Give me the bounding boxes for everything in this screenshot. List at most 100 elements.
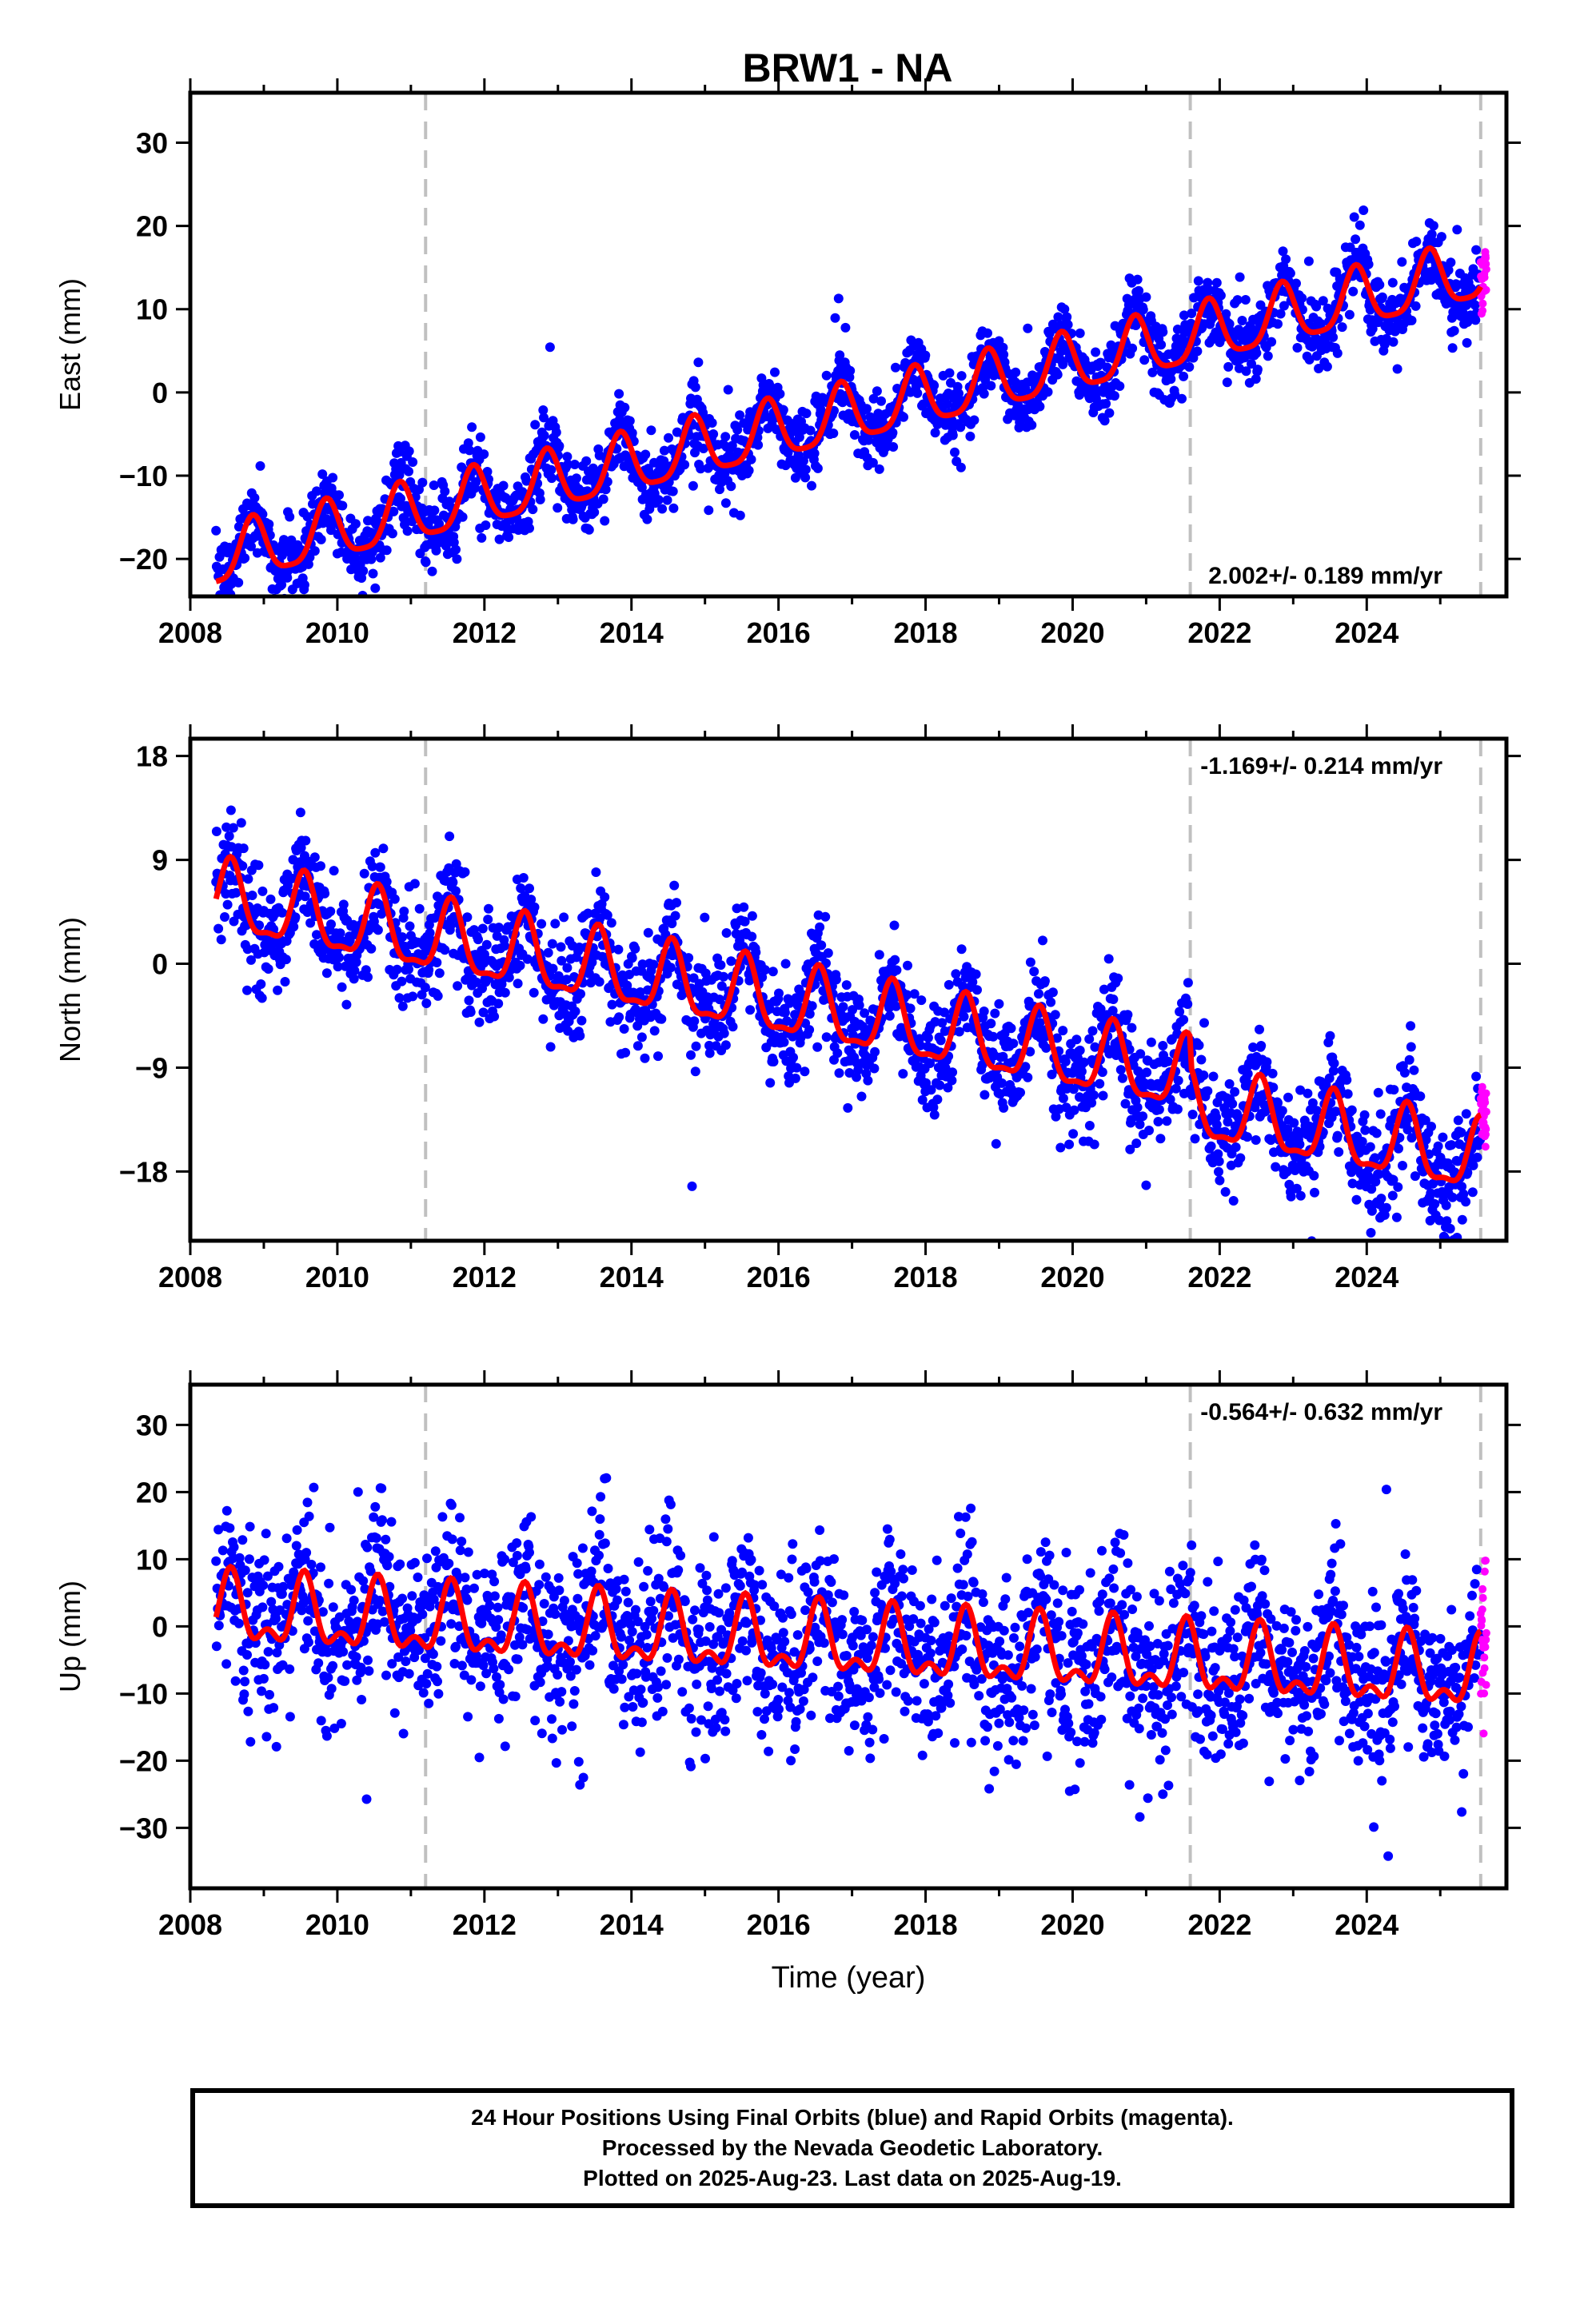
data-point [1023, 1073, 1032, 1082]
data-point [1118, 1074, 1127, 1083]
data-point [501, 988, 510, 998]
data-point [405, 446, 414, 456]
x-tick-label: 2022 [1187, 1261, 1251, 1294]
data-point [424, 1699, 433, 1708]
data-point [1015, 1088, 1025, 1098]
data-point [770, 368, 780, 377]
data-point [620, 1024, 629, 1034]
data-point [376, 863, 385, 872]
data-point [720, 432, 730, 441]
rapid-point [1482, 286, 1490, 294]
data-point [1133, 275, 1143, 285]
x-tick-label: 2018 [894, 616, 958, 649]
data-point [571, 1007, 581, 1016]
data-point [983, 329, 992, 338]
data-point [225, 831, 234, 841]
data-point [1281, 254, 1291, 264]
data-point [237, 1535, 247, 1545]
x-tick-label: 2014 [600, 1261, 664, 1294]
data-point [816, 940, 826, 950]
data-point [285, 1712, 295, 1721]
data-point [633, 1041, 643, 1050]
data-point [261, 1529, 271, 1538]
data-point [828, 429, 838, 438]
data-point [433, 1689, 443, 1699]
data-point [334, 953, 344, 963]
data-point [812, 1042, 822, 1052]
data-point [328, 1661, 337, 1671]
data-point [600, 892, 609, 902]
data-point [1470, 301, 1480, 310]
data-point [1058, 1026, 1067, 1035]
rapid-point [1478, 307, 1486, 315]
data-point [404, 965, 413, 975]
data-point [768, 967, 778, 976]
data-point [366, 944, 376, 954]
data-point [363, 1656, 373, 1665]
y-tick-label: 18 [136, 740, 168, 773]
data-point [274, 1562, 284, 1572]
data-point [1411, 301, 1421, 311]
data-point [570, 460, 580, 469]
data-point [1051, 1010, 1060, 1019]
data-point [689, 1016, 699, 1026]
data-point [339, 899, 349, 909]
data-point [484, 904, 493, 914]
data-point [960, 1012, 969, 1022]
rapid-point [1482, 1125, 1490, 1133]
rapid-point [1481, 273, 1489, 281]
data-point [1326, 1031, 1335, 1041]
data-point [1323, 362, 1332, 372]
data-point [1235, 1154, 1245, 1163]
data-point [382, 1561, 392, 1570]
data-point [912, 389, 922, 398]
data-point [1452, 225, 1462, 234]
data-point [1338, 322, 1347, 332]
data-point [1223, 377, 1232, 387]
data-point [1091, 348, 1100, 357]
data-point [680, 460, 689, 469]
data-point [239, 1666, 249, 1676]
data-point [301, 1548, 311, 1557]
data-point [1454, 1115, 1463, 1125]
data-point [1090, 1140, 1099, 1150]
data-point [393, 965, 402, 975]
data-point [516, 961, 525, 971]
data-point [432, 1662, 441, 1672]
data-point [1328, 333, 1338, 342]
x-tick-label: 2024 [1335, 1261, 1398, 1294]
data-point [1141, 1181, 1151, 1190]
data-point [325, 1523, 335, 1533]
data-point [499, 481, 509, 491]
data-point [1215, 1176, 1224, 1186]
data-point [212, 1641, 221, 1651]
data-point [293, 1525, 302, 1535]
data-point [657, 504, 667, 514]
data-point [1216, 291, 1226, 301]
data-point [924, 1033, 933, 1042]
data-point [1156, 340, 1166, 349]
data-point [378, 843, 388, 853]
data-point [216, 601, 225, 611]
data-point [1192, 346, 1202, 356]
data-point [1348, 287, 1358, 297]
data-point [1183, 999, 1192, 1009]
data-point [774, 989, 784, 999]
data-point [1075, 329, 1085, 338]
data-point [264, 1647, 273, 1656]
data-point [234, 1619, 244, 1628]
data-point [217, 935, 226, 944]
data-point [991, 1139, 1001, 1149]
data-point [338, 1647, 348, 1656]
data-point [1405, 1055, 1414, 1065]
data-point [546, 1042, 556, 1052]
data-point [1376, 1110, 1386, 1119]
data-point [850, 430, 860, 440]
data-point [307, 1560, 317, 1569]
data-point [1446, 1224, 1455, 1234]
data-point [832, 1048, 842, 1058]
data-point [1184, 362, 1194, 372]
data-point [948, 431, 958, 440]
data-point [980, 1007, 989, 1016]
